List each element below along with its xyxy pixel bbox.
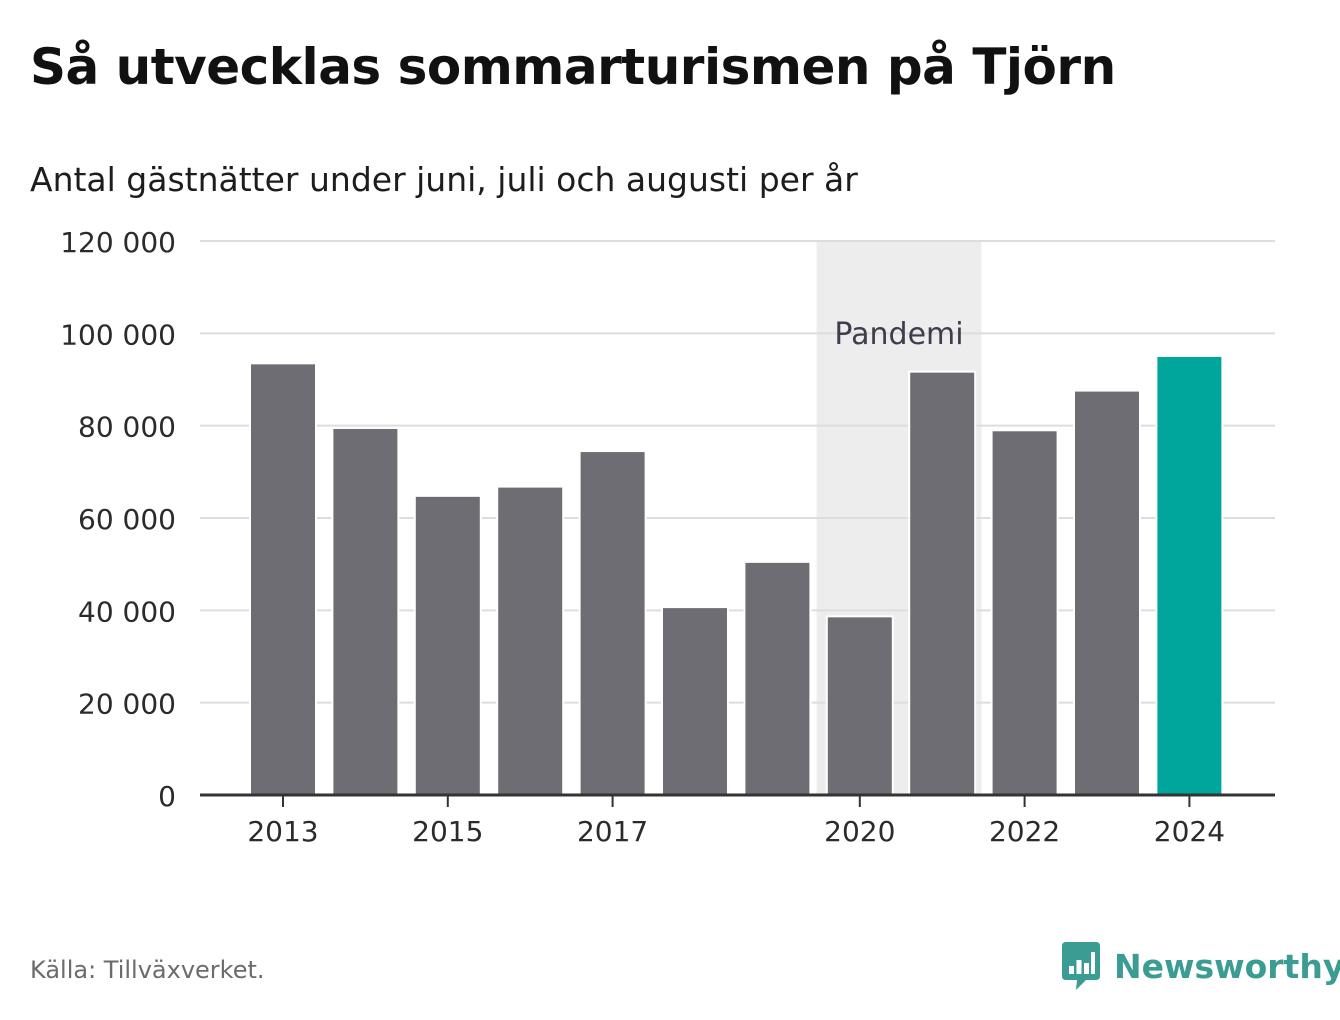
x-tick-label: 2024: [1154, 815, 1225, 848]
brand-logo: Newsworthy: [1060, 940, 1340, 992]
chart-subtitle: Antal gästnätter under juni, juli och au…: [30, 160, 858, 199]
brand-name: Newsworthy: [1114, 946, 1340, 986]
axes: 0 20 000 40 000 60 000 80 000 100 000 120 000 2…: [60, 226, 1275, 848]
bar-2014: [331, 426, 400, 796]
y-tick-label: 60 000: [78, 503, 176, 536]
x-tick-label: 2015: [412, 815, 483, 848]
x-tick-label: 2020: [824, 815, 895, 848]
y-tick-label: 0: [158, 780, 176, 813]
pandemic-band-label: Pandemi: [834, 317, 963, 352]
y-tick-label: 40 000: [78, 595, 176, 628]
bar-2023: [1073, 389, 1141, 796]
bar-2019: [743, 560, 812, 796]
bar-2022: [990, 429, 1059, 796]
bar-2018: [661, 606, 729, 797]
bar-2015: [413, 494, 482, 796]
x-tick-label: 2017: [577, 815, 648, 848]
bar-2024: [1155, 354, 1224, 796]
bar-2021: [908, 370, 977, 796]
y-tick-label: 80 000: [78, 411, 176, 444]
y-tick-label: 100 000: [60, 318, 176, 351]
x-tick-label: 2022: [989, 815, 1060, 848]
bar-2013: [249, 362, 317, 796]
bar-chart: 0 20 000 40 000 60 000 80 000 100 000 120 000 2…: [60, 226, 1275, 848]
newsworthy-logo-icon: [1062, 942, 1100, 990]
bars: [249, 354, 1224, 797]
x-tick-label: 2013: [247, 815, 318, 848]
bar-2016: [496, 485, 565, 796]
y-tick-label: 120 000: [60, 226, 176, 259]
bar-2017: [578, 450, 647, 796]
y-tick-label: 20 000: [78, 688, 176, 721]
source-note: Källa: Tillväxverket.: [30, 956, 265, 984]
chart-title: Så utvecklas sommarturismen på Tjörn: [30, 38, 1116, 96]
bar-2020: [825, 615, 894, 797]
